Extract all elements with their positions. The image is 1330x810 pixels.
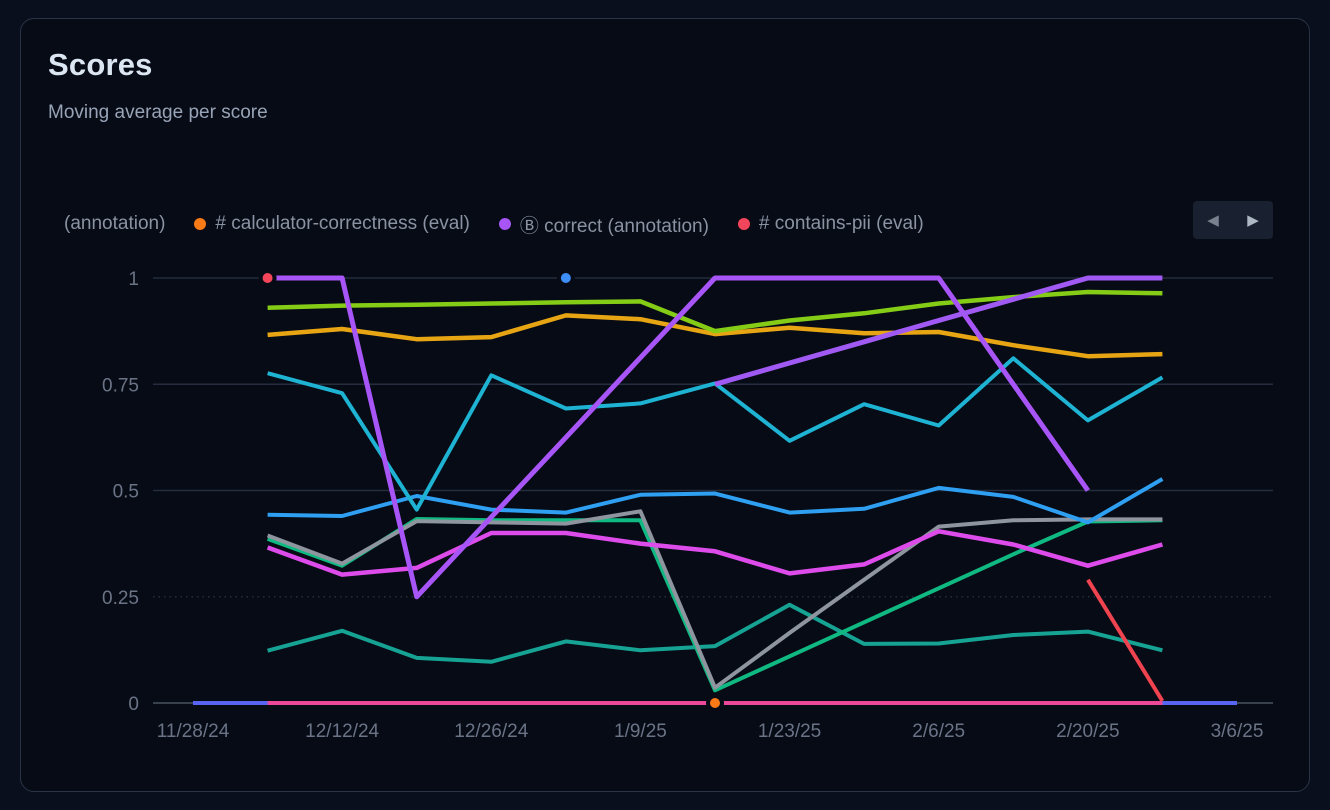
legend-next-button[interactable]: ▶ [1233,201,1273,239]
x-axis-tick-label: 2/20/25 [1056,721,1119,742]
legend-swatch-icon [194,218,207,230]
legend-label: # contains-pii (eval) [758,213,924,234]
legend-swatch-icon [737,218,750,230]
series-line-violet-main [267,275,1090,600]
y-axis-tick-label: 0.25 [102,588,139,609]
page-title: Scores [48,47,153,82]
series-line-lime [267,289,1163,334]
chevron-right-icon: ▶ [1247,212,1259,229]
legend-item-2[interactable]: Ⓑ correct (annotation) [498,211,709,238]
scores-panel: Scores Moving average per score (annotat… [20,18,1310,792]
page-subtitle: Moving average per score [48,102,268,123]
x-axis-tick-label: 1/9/25 [614,721,667,742]
series-line-teal [267,602,1163,664]
legend-prev-button[interactable]: ◀ [1193,201,1233,239]
legend: (annotation) # calculator-correctness (ev… [64,209,1179,239]
series-line-gray [266,509,1163,690]
scores-chart[interactable]: 0 0.25 0.5 0.75 1 11/28/24 12/12/24 12/26/24 1/9… [21,251,1311,781]
data-point-marker-blue-point [556,269,575,287]
chart-area[interactable]: 0 0.25 0.5 0.75 1 11/28/24 12/12/24 12/26/24 1/9… [21,251,1311,781]
chevron-left-icon: ◀ [1207,212,1219,229]
series-line-amber [267,313,1163,359]
legend-pager: ◀ ▶ [1193,201,1273,239]
legend-item-0[interactable]: (annotation) [64,213,165,235]
series-line-cyan [267,356,1164,512]
legend-item-1[interactable]: # calculator-correctness (eval) [194,213,470,235]
x-axis-tick-label: 12/26/24 [454,721,528,742]
x-axis-tick-label: 11/28/24 [157,721,230,742]
series-line-emerald [266,517,1163,693]
y-axis-tick-label: 1 [128,269,139,290]
x-axis-tick-label: 3/6/25 [1211,721,1264,742]
legend-swatch-icon [498,218,511,230]
legend-label: Ⓑ correct (annotation) [519,215,709,237]
series-line-violet-rising [714,275,1163,387]
series-line-magenta [266,529,1164,577]
y-axis-tick-label: 0.5 [113,482,139,503]
x-axis-tick-label: 1/23/25 [758,721,821,742]
legend-item-3[interactable]: # contains-pii (eval) [737,213,924,235]
x-axis-tick-label: 12/12/24 [305,721,379,742]
series-line-red [1086,578,1165,702]
legend-label: (annotation) [64,213,166,234]
y-axis-tick-label: 0 [128,694,139,715]
data-point-marker-orange-point [705,694,724,712]
y-axis-tick-label: 0.75 [102,375,139,396]
series-line-blue [267,477,1164,525]
x-axis-tick-label: 2/6/25 [912,721,965,742]
legend-label: # calculator-correctness (eval) [215,213,470,234]
data-point-marker-red-point [258,269,277,287]
